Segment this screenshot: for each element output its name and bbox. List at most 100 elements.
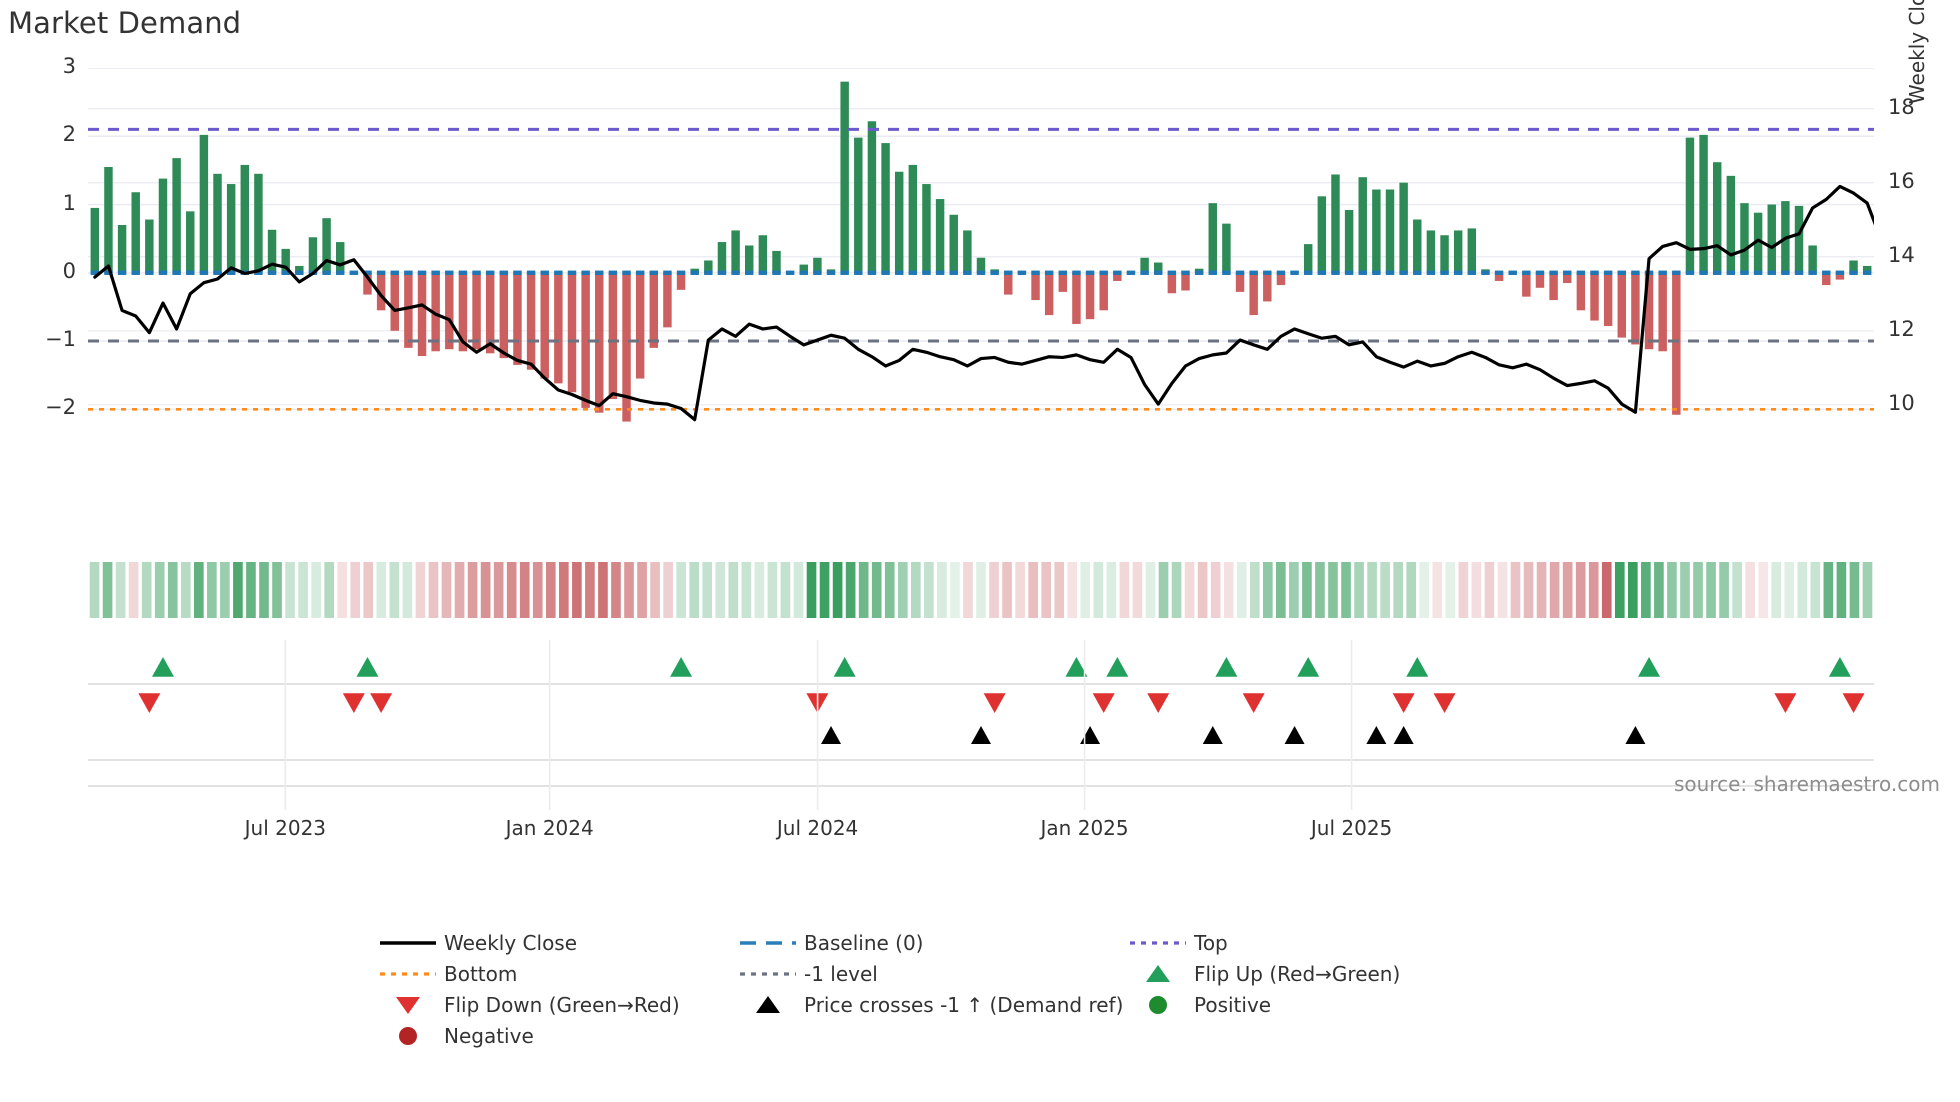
price-cross-marker: [1284, 726, 1305, 744]
y-tick-left: 3: [62, 54, 76, 78]
marker-rows: [88, 640, 1906, 813]
legend-label-weekly-close: Weekly Close: [444, 931, 578, 955]
price-cross-marker: [971, 726, 991, 744]
legend-key-baseline: [732, 931, 804, 955]
legend-label-flip-up: Flip Up (Red→Green): [1194, 962, 1401, 986]
flip-up-marker: [1297, 657, 1320, 677]
flip-up-marker: [1106, 657, 1129, 677]
legend-label-positive: Positive: [1194, 993, 1272, 1017]
flip-down-marker: [983, 693, 1006, 713]
flip-up-marker: [1215, 657, 1238, 677]
legend-item-price-crosses[interactable]: Price crosses -1 ↑ (Demand ref): [732, 990, 1124, 1020]
demand-price-svg: [88, 68, 1874, 422]
y-tick-right: 16: [1888, 168, 1915, 193]
y-tick-right: 10: [1888, 390, 1915, 415]
legend-triangle-down-icon: [396, 997, 420, 1014]
legend-column-1: Weekly Close Bottom Flip Down (Green→Red) N…: [372, 928, 732, 1052]
price-cross-marker: [821, 726, 842, 744]
legend-key-price-crosses: [732, 993, 804, 1017]
flip-down-marker: [1433, 693, 1456, 713]
chart-legend: Weekly Close Bottom Flip Down (Green→Red) N…: [372, 928, 1792, 1052]
y-tick-right: 14: [1888, 242, 1915, 267]
legend-dotted-line-icon: [740, 972, 796, 976]
flip-up-marker: [1828, 657, 1851, 677]
legend-item-top[interactable]: Top: [1122, 928, 1522, 958]
flip-down-marker: [1092, 693, 1115, 713]
y-tick-left: −2: [45, 395, 76, 420]
legend-circle-icon: [399, 1027, 417, 1045]
legend-key-bottom: [372, 962, 444, 986]
legend-dotted-line-icon: [1130, 941, 1186, 945]
legend-item-bottom[interactable]: Bottom: [372, 959, 732, 989]
price-cross-marker: [1625, 726, 1646, 744]
y-tick-left: 1: [62, 190, 76, 215]
legend-key-weekly-close: [372, 931, 444, 955]
flip-down-marker: [1147, 693, 1170, 713]
legend-label-bottom: Bottom: [444, 962, 518, 986]
legend-item-baseline[interactable]: Baseline (0): [732, 928, 1122, 958]
flip-up-marker: [1638, 657, 1661, 677]
x-tick-label: Jul 2024: [776, 816, 859, 840]
legend-label-minus-one-level: -1 level: [804, 962, 878, 986]
y-tick-left: 2: [62, 122, 76, 147]
y-tick-left: −1: [45, 327, 76, 352]
flip-down-marker: [1392, 693, 1415, 713]
legend-column-2: Baseline (0) -1 level Price crosses -1 ↑ (…: [732, 928, 1124, 1052]
legend-key-positive: [1122, 993, 1194, 1017]
y-tick-left: 0: [62, 258, 76, 283]
legend-key-minus-one-level: [732, 962, 804, 986]
flip-down-marker: [342, 693, 365, 713]
x-tick-label: Jan 2025: [1040, 816, 1129, 840]
legend-item-positive[interactable]: Positive: [1122, 990, 1522, 1020]
marker-rows-svg: [88, 640, 1906, 813]
flip-up-marker: [151, 657, 174, 677]
flip-down-marker: [370, 693, 393, 713]
flip-up-marker: [1406, 657, 1429, 677]
flip-up-marker: [356, 657, 379, 677]
x-tick-label: Jul 2025: [1310, 816, 1393, 840]
demand-heatmap-strip: [88, 562, 1874, 618]
legend-label-top: Top: [1194, 931, 1228, 955]
legend-column-3: Top Flip Up (Red→Green) Positive: [1122, 928, 1522, 1052]
legend-key-negative: [372, 1024, 444, 1048]
legend-key-flip-down: [372, 993, 444, 1017]
main-plot-area: [88, 68, 1874, 440]
legend-item-minus-one-level[interactable]: -1 level: [732, 959, 1122, 989]
legend-key-top: [1122, 931, 1194, 955]
legend-label-negative: Negative: [444, 1024, 534, 1048]
legend-key-flip-up: [1122, 962, 1194, 986]
legend-triangle-up-icon: [756, 996, 780, 1013]
legend-dotted-line-icon: [380, 972, 436, 976]
price-cross-marker: [1366, 726, 1387, 744]
flip-down-marker: [1842, 693, 1865, 713]
price-cross-marker: [1080, 726, 1101, 744]
x-tick-label: Jan 2024: [505, 816, 594, 840]
legend-item-negative[interactable]: Negative: [372, 1021, 732, 1051]
flip-up-marker: [1065, 657, 1088, 677]
legend-circle-icon: [1149, 996, 1167, 1014]
legend-item-flip-down[interactable]: Flip Down (Green→Red): [372, 990, 732, 1020]
flip-down-marker: [1242, 693, 1265, 713]
legend-label-price-crosses: Price crosses -1 ↑ (Demand ref): [804, 993, 1124, 1017]
page-title: Market Demand: [8, 6, 242, 40]
legend-dashed-line-icon: [740, 941, 796, 945]
legend-label-flip-down: Flip Down (Green→Red): [444, 993, 680, 1017]
flip-down-marker: [1774, 693, 1797, 713]
legend-solid-line-icon: [380, 941, 436, 945]
legend-label-baseline: Baseline (0): [804, 931, 924, 955]
legend-item-flip-up[interactable]: Flip Up (Red→Green): [1122, 959, 1522, 989]
flip-up-marker: [670, 657, 693, 677]
x-tick-label: Jul 2023: [244, 816, 327, 840]
y-tick-right: 12: [1888, 316, 1915, 341]
flip-up-marker: [833, 657, 856, 677]
legend-row: Weekly Close Bottom Flip Down (Green→Red) N…: [372, 928, 1792, 1052]
source-attribution: source: sharemaestro.com: [1674, 772, 1940, 796]
price-cross-marker: [1202, 726, 1223, 744]
heatmap-strip-svg: [89, 562, 1873, 618]
flip-down-marker: [138, 693, 161, 713]
y-tick-right: 18: [1888, 94, 1915, 119]
legend-item-weekly-close[interactable]: Weekly Close: [372, 928, 732, 958]
price-cross-marker: [1393, 726, 1414, 744]
legend-triangle-up-icon: [1146, 965, 1170, 982]
